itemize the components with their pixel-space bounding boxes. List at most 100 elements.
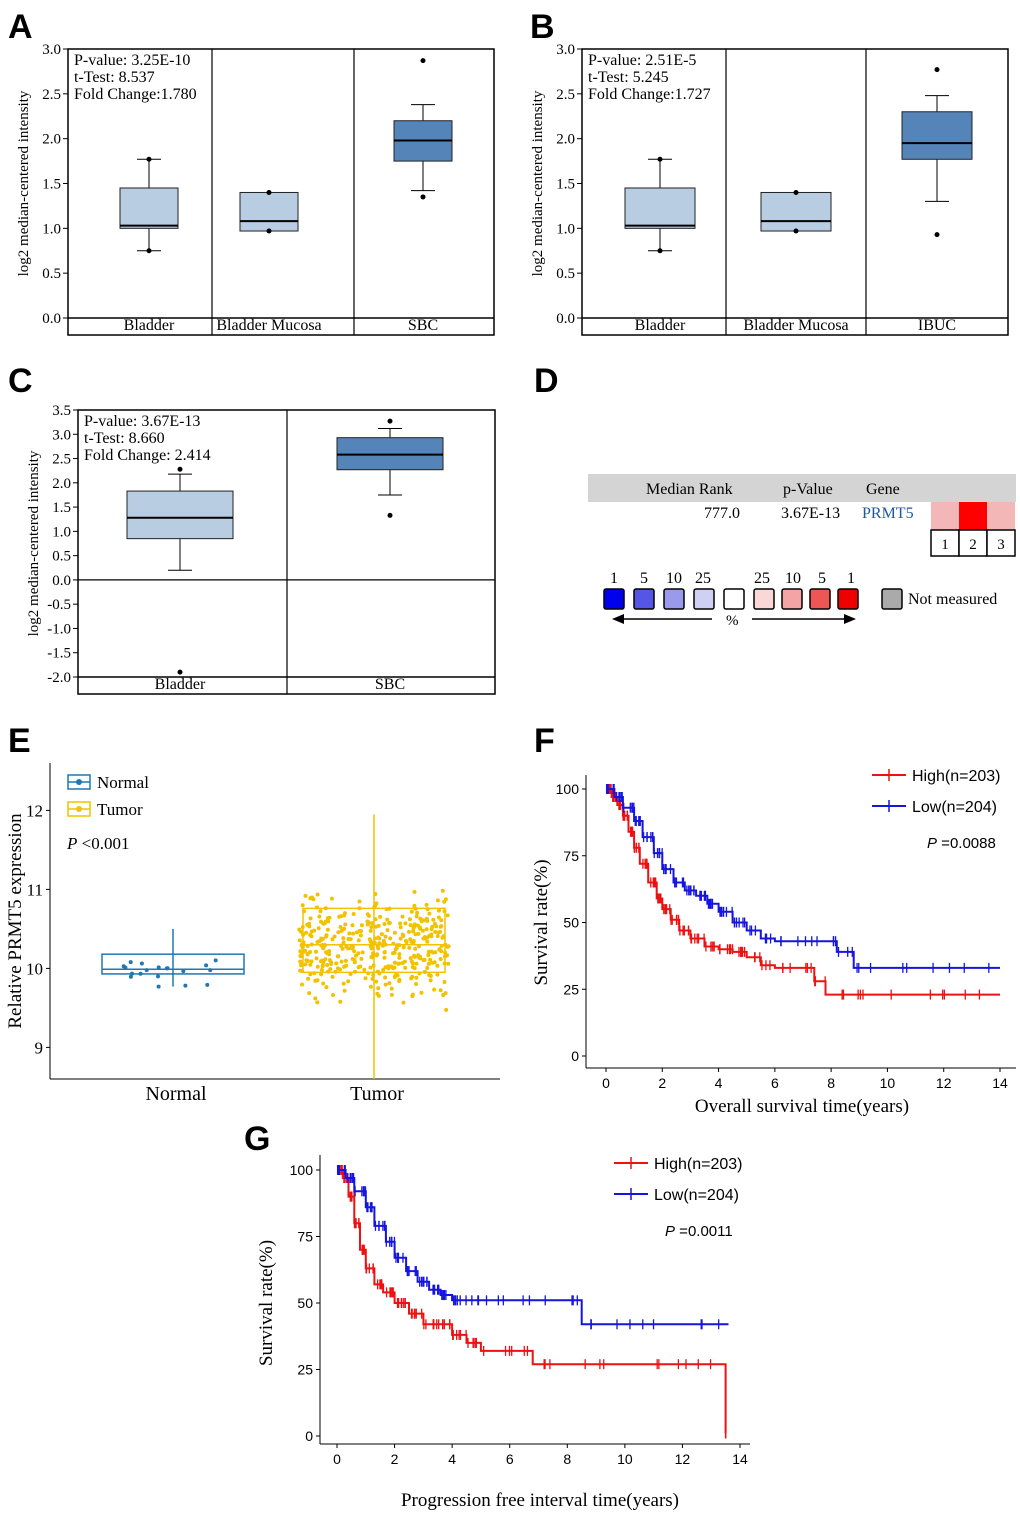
data-point <box>444 1007 449 1012</box>
data-point <box>430 960 435 965</box>
box <box>101 953 245 975</box>
legend-label: Tumor <box>97 800 143 819</box>
data-point <box>412 924 417 929</box>
data-point <box>388 936 393 941</box>
data-point <box>402 959 407 964</box>
y-tick-label: 25 <box>297 1362 313 1378</box>
data-point <box>378 914 383 919</box>
y-axis-label: Survival rate(%) <box>256 1240 277 1366</box>
data-point <box>420 928 425 933</box>
data-point <box>374 901 379 906</box>
data-point <box>392 960 397 965</box>
y-tick-label: 3.5 <box>52 403 71 419</box>
scale-swatch <box>603 588 625 610</box>
data-point <box>412 966 417 971</box>
row-gene-link[interactable]: PRMT5 <box>862 505 914 522</box>
data-point <box>374 979 379 984</box>
y-tick-label: -1.0 <box>47 621 71 637</box>
y-tick-label: 9 <box>35 1038 44 1057</box>
data-point <box>308 916 313 921</box>
data-point <box>412 889 417 894</box>
data-point <box>344 944 349 949</box>
data-point <box>407 945 412 950</box>
header-median-rank: Median Rank <box>646 481 733 498</box>
data-point <box>401 933 406 938</box>
x-tick-label: Tumor <box>350 1083 404 1105</box>
data-point <box>403 965 408 970</box>
percent-color-scale: 1 5 10 25 25 10 5 1 <box>603 570 859 610</box>
data-point <box>350 923 355 928</box>
data-point <box>308 950 313 954</box>
panel-a-boxplot: 0.0 0.5 1.0 1.5 2.0 2.5 3.0 log2 median-centere… <box>16 42 495 336</box>
data-point <box>307 991 312 996</box>
data-point <box>298 960 303 964</box>
data-point <box>382 950 387 955</box>
survival-curve-high <box>606 788 1000 996</box>
data-point <box>320 958 325 963</box>
outlier-point <box>177 466 183 472</box>
scale-swatch <box>723 588 745 610</box>
data-point <box>387 920 392 925</box>
data-point <box>298 954 303 958</box>
data-point <box>394 946 399 951</box>
y-tick-label: 0 <box>305 1428 313 1444</box>
data-point <box>315 964 320 969</box>
outlier-point <box>266 189 272 195</box>
data-point <box>427 911 432 916</box>
data-point <box>309 929 314 934</box>
data-point <box>424 916 429 921</box>
data-point <box>298 949 303 954</box>
p-symbol: P <box>927 835 937 852</box>
y-tick-label: 2.5 <box>42 87 61 103</box>
data-point <box>410 961 415 966</box>
box <box>302 907 446 974</box>
data-point <box>332 934 337 939</box>
data-point <box>439 949 444 954</box>
scale-label: 25 <box>695 570 711 587</box>
panel-d-rank-table: Median Rank p-Value Gene 777.0 3.67E-13 … <box>588 474 1016 629</box>
data-point <box>325 963 330 967</box>
data-point <box>309 959 314 964</box>
data-point <box>433 950 438 955</box>
outlier-point <box>266 228 272 234</box>
data-point <box>298 968 303 973</box>
data-point <box>408 923 413 928</box>
data-point <box>328 967 333 972</box>
data-point <box>299 963 304 968</box>
data-point <box>323 957 328 962</box>
y-tick-label: 100 <box>556 781 580 797</box>
data-point <box>435 972 440 977</box>
data-point <box>339 959 344 964</box>
data-point <box>318 909 323 914</box>
rank-cells: 1 2 3 <box>930 502 1016 557</box>
data-point <box>352 949 357 954</box>
data-point <box>181 969 186 974</box>
y-tick-label: 50 <box>563 915 579 931</box>
x-tick-label: 12 <box>936 1075 952 1091</box>
data-point <box>425 939 430 944</box>
plot-frame <box>67 48 495 336</box>
data-point <box>297 938 302 943</box>
panel-label-d: D <box>534 362 559 400</box>
data-point <box>438 924 443 929</box>
box <box>239 191 299 232</box>
data-point <box>305 922 310 927</box>
panel-label-g: G <box>244 1120 270 1158</box>
data-point <box>305 952 310 957</box>
scale-swatch <box>781 588 803 610</box>
scale-label: 10 <box>666 570 682 587</box>
outlier-point <box>420 194 426 200</box>
data-point <box>397 979 402 984</box>
y-tick-label: 50 <box>297 1295 313 1311</box>
data-point <box>386 964 391 969</box>
p-value: <0.001 <box>77 834 129 853</box>
data-point <box>303 893 308 898</box>
scale-arrowhead-left <box>612 614 624 624</box>
box <box>624 187 696 229</box>
x-tick-label: 4 <box>715 1075 723 1091</box>
data-point <box>128 960 133 965</box>
data-point <box>377 936 382 941</box>
data-point <box>437 908 441 913</box>
x-tick-label: 6 <box>771 1075 779 1091</box>
